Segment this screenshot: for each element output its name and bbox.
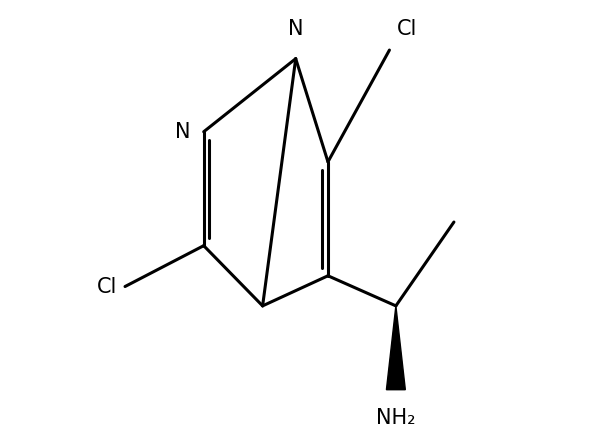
Text: N: N: [288, 19, 304, 39]
Text: N: N: [175, 122, 191, 142]
Text: Cl: Cl: [397, 19, 418, 39]
Polygon shape: [387, 306, 405, 390]
Text: NH₂: NH₂: [376, 408, 416, 428]
Text: Cl: Cl: [97, 276, 117, 296]
